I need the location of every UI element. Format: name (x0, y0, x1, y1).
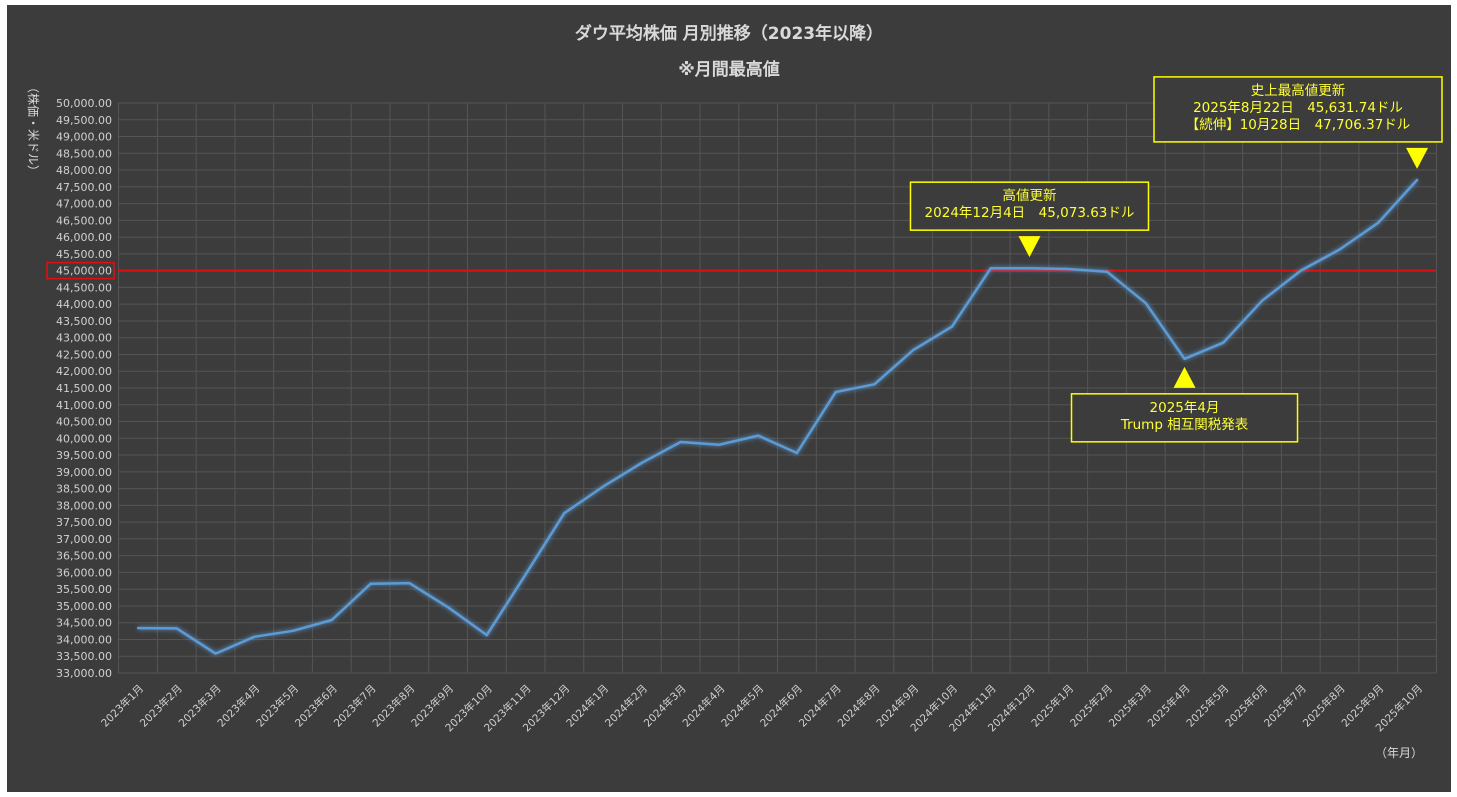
annotation-box (1070, 393, 1299, 443)
y-tick-label: 41,500.00 (56, 382, 112, 395)
data-point (1105, 270, 1109, 273)
y-tick-label: 39,000.00 (56, 466, 112, 479)
y-tick-label: 45,000.00 (56, 265, 112, 278)
data-point (524, 573, 527, 576)
data-point (1338, 248, 1341, 251)
data-point (640, 461, 644, 464)
y-tick-label: 37,500.00 (56, 516, 112, 529)
y-tick-label: 38,500.00 (56, 483, 112, 496)
data-point (1222, 341, 1225, 344)
y-tick-label: 47,500.00 (56, 181, 112, 194)
annotation-text: 2025年4月 (1150, 400, 1220, 416)
y-tick-label: 39,500.00 (56, 449, 112, 462)
data-point (873, 383, 876, 386)
reference-line-label-box (46, 261, 115, 280)
y-tick-label: 42,000.00 (56, 365, 112, 378)
x-axis-ticks: 2023年1月2023年2月2023年3月2023年4月2023年5月2023年… (98, 682, 1425, 734)
y-tick-label: 43,500.00 (56, 315, 112, 328)
data-point (1144, 301, 1147, 305)
data-point (136, 626, 140, 630)
y-tick-label: 40,500.00 (56, 416, 112, 429)
y-tick-label: 36,500.00 (56, 550, 112, 563)
data-point (175, 627, 178, 630)
y-tick-label: 40,000.00 (56, 432, 112, 445)
data-point (253, 635, 256, 638)
line-chart: ダウ平均株価 月別推移（2023年以降） ※月間最高値 （株価・米ドル） （年月… (26, 23, 1443, 760)
y-tick-label: 33,500.00 (56, 650, 112, 663)
annotation-box (1153, 76, 1443, 143)
y-tick-label: 42,500.00 (56, 348, 112, 361)
y-tick-label: 48,500.00 (56, 147, 112, 160)
data-point (795, 451, 799, 455)
y-tick-label: 34,000.00 (56, 633, 112, 646)
series-line-0 (137, 179, 1419, 655)
y-tick-label: 36,000.00 (56, 566, 112, 579)
y-tick-label: 43,000.00 (56, 332, 112, 345)
data-point (214, 652, 217, 655)
data-point (1260, 299, 1264, 303)
grid (118, 102, 1437, 674)
data-point (369, 582, 372, 586)
data-point (485, 633, 489, 637)
y-tick-label: 34,500.00 (56, 617, 112, 630)
annotation-text: Trump 相互関税発表 (1120, 417, 1249, 433)
data-point (291, 629, 295, 632)
y-tick-label: 46,000.00 (56, 231, 112, 244)
data-point (1067, 267, 1070, 271)
data-point (601, 485, 605, 488)
annotation-text: 高値更新 (1002, 187, 1056, 204)
y-tick-label: 37,000.00 (56, 533, 112, 546)
y-tick-label: 44,500.00 (56, 281, 112, 294)
data-point (1028, 266, 1031, 270)
data-point (1377, 221, 1380, 224)
data-point (1299, 269, 1303, 272)
y-tick-label: 44,000.00 (56, 298, 112, 311)
data-point (989, 267, 992, 270)
annotation-marker (1018, 236, 1041, 258)
annotation-text: 2025年8月22日 45,631.74ドル (1193, 100, 1403, 116)
y-tick-label: 49,500.00 (56, 114, 112, 127)
data-point (563, 511, 566, 515)
data-point (446, 606, 450, 609)
data-point (950, 325, 954, 328)
y-tick-label: 33,000.00 (56, 667, 112, 680)
y-axis-ticks: 33,000.00 33,500.00 34,000.00 34,500.00 35,0… (56, 97, 112, 680)
y-tick-label: 41,000.00 (56, 399, 112, 412)
data-point (330, 618, 333, 622)
series-group (136, 178, 1419, 655)
data-point (718, 443, 721, 446)
chart-title: ダウ平均株価 月別推移（2023年以降） (575, 23, 883, 44)
chart-subtitle: ※月間最高値 (678, 59, 780, 80)
reference-line-group (46, 261, 1436, 280)
y-tick-label: 50,000.00 (56, 97, 112, 110)
y-tick-label: 45,500.00 (56, 248, 112, 261)
annotation-text: 【続伸】10月28日 47,706.37ドル (1186, 117, 1411, 133)
annotation-text: 史上最高値更新 (1251, 82, 1346, 99)
x-axis-label: （年月） (1375, 746, 1423, 760)
data-point (912, 348, 915, 352)
data-point (408, 581, 411, 585)
data-point (1183, 357, 1186, 361)
y-tick-label: 48,000.00 (56, 164, 112, 177)
y-tick-label: 35,000.00 (56, 600, 112, 613)
y-axis-label: （株価・米ドル） (26, 81, 41, 177)
y-tick-label: 38,000.00 (56, 499, 112, 512)
y-tick-label: 49,000.00 (56, 131, 112, 144)
data-point (679, 440, 682, 444)
y-tick-label: 35,500.00 (56, 583, 112, 596)
data-point (834, 390, 837, 394)
annotation-marker (1406, 147, 1429, 169)
data-point (1415, 178, 1419, 182)
y-tick-label: 47,000.00 (56, 198, 112, 211)
data-point (756, 434, 760, 437)
annotation-marker (1173, 366, 1196, 388)
chart-area: ダウ平均株価 月別推移（2023年以降） ※月間最高値 （株価・米ドル） （年月… (7, 5, 1451, 792)
annotation-text: 2024年12月4日 45,073.63ドル (925, 205, 1135, 221)
y-tick-label: 46,500.00 (56, 214, 112, 227)
annotation-box (909, 181, 1150, 231)
